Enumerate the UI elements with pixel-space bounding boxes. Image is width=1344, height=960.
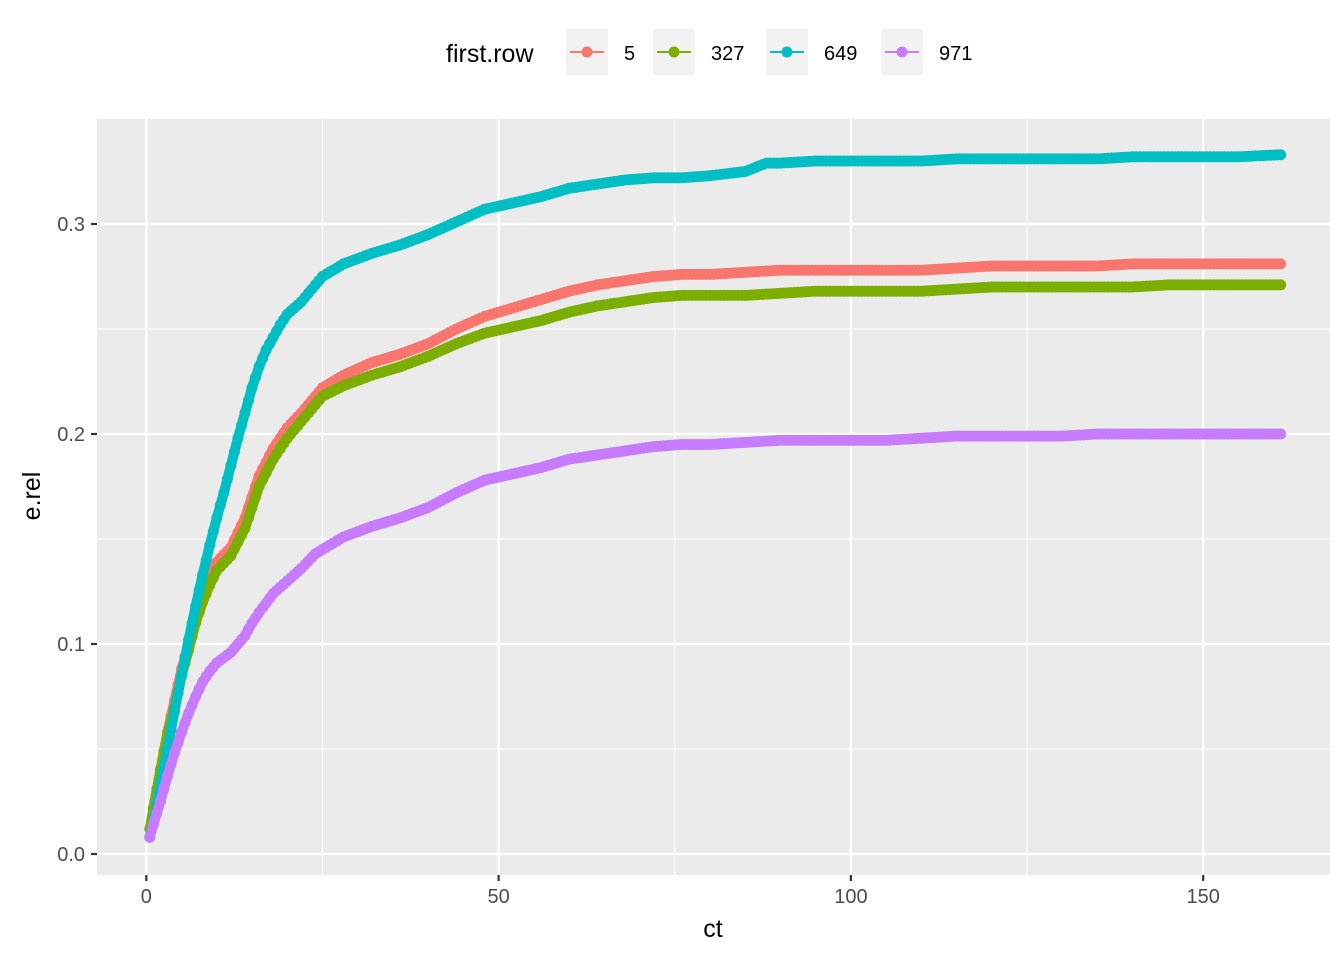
series-649 [144,149,1287,843]
x-tick-label: 0 [141,886,152,908]
legend-item: 327 [653,29,744,75]
legend-title: first.row [446,40,534,68]
data-point [200,554,212,566]
data-point [232,432,244,444]
x-axis: 0 50 100 150 [141,875,1220,908]
data-point [214,499,226,511]
data-point [172,737,184,749]
legend-label: 5 [624,43,635,65]
data-point [257,352,269,364]
series-layer [144,149,1287,843]
data-point [204,539,216,551]
data-point [193,584,205,596]
legend-item: 649 [766,29,857,75]
data-point [183,707,195,719]
data-point [176,670,188,681]
legend-label: 327 [711,43,744,65]
y-tick-label: 0.2 [57,424,85,446]
legend-label: 649 [824,43,857,65]
data-point [176,726,188,738]
series-327 [144,279,1287,835]
data-point [1275,149,1287,161]
grid-minor [97,119,1330,875]
x-tick-label: 150 [1186,886,1219,908]
legend-item: 971 [881,29,972,75]
data-point [228,446,240,458]
y-tick-label: 0.1 [57,634,85,656]
x-tick-label: 100 [834,886,867,908]
data-point [147,819,159,831]
data-point [161,770,173,782]
data-point [221,473,233,485]
data-point [158,783,170,795]
data-point [218,487,230,499]
data-point [169,747,180,759]
data-point [144,831,156,843]
data-point [250,491,262,503]
data-point [242,394,254,406]
data-point [190,600,202,612]
data-point [239,523,251,534]
data-point [165,724,177,736]
data-point [197,569,209,581]
x-axis-title: ct [703,915,723,943]
data-point [253,361,265,373]
y-axis-title: e.rel [18,472,46,521]
y-axis: 0.0 0.1 0.2 0.3 [57,214,97,866]
data-point [186,617,198,629]
data-point [250,371,262,383]
legend-key-point [781,46,793,58]
legend-item: 5 [566,29,635,75]
data-point [239,407,251,419]
x-tick-label: 50 [487,886,509,908]
y-tick-label: 0.3 [57,214,85,236]
data-point [165,759,177,771]
data-point [183,634,195,646]
legend-key-point [668,46,680,58]
data-point [169,705,180,717]
data-point [242,512,254,524]
data-point [246,502,258,513]
data-point [1275,428,1287,440]
data-point [179,717,191,729]
legend-key-point [896,46,908,58]
legend-key-point [581,46,593,58]
data-point [151,807,163,819]
data-point [211,512,223,524]
data-point [1275,258,1287,270]
data-point [154,796,166,807]
data-point [1275,279,1287,291]
data-point [246,382,258,394]
legend-label: 971 [939,43,972,65]
y-tick-label: 0.0 [57,844,85,866]
legend: first.row 5 327 649 971 [446,29,972,75]
data-point [207,526,219,538]
data-point [225,460,237,471]
plot-panel [97,119,1330,875]
data-point [179,652,191,664]
data-point [172,687,184,699]
data-point [235,420,247,432]
series-971 [144,428,1287,843]
legend-items: 5 327 649 971 [566,29,972,75]
data-point [186,699,198,711]
